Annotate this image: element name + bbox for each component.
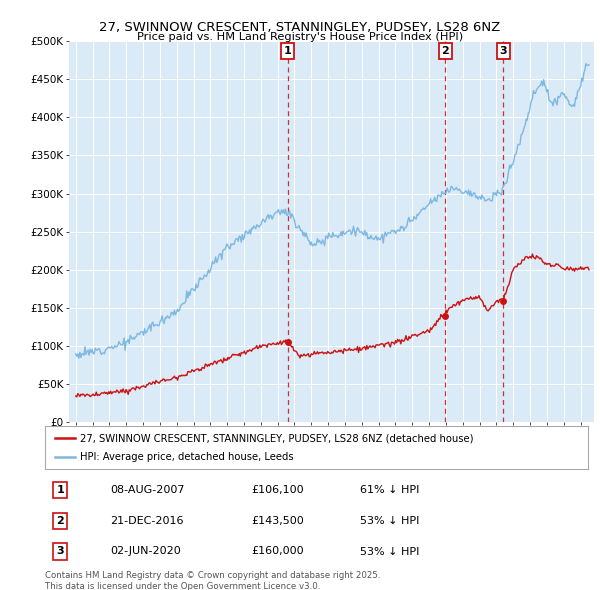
Text: 21-DEC-2016: 21-DEC-2016 [110, 516, 184, 526]
Text: 53% ↓ HPI: 53% ↓ HPI [360, 546, 419, 556]
Text: 53% ↓ HPI: 53% ↓ HPI [360, 516, 419, 526]
Text: 2: 2 [56, 516, 64, 526]
Text: 27, SWINNOW CRESCENT, STANNINGLEY, PUDSEY, LS28 6NZ: 27, SWINNOW CRESCENT, STANNINGLEY, PUDSE… [100, 21, 500, 34]
Text: 08-AUG-2007: 08-AUG-2007 [110, 485, 185, 495]
Text: 1: 1 [284, 46, 292, 56]
Text: 3: 3 [56, 546, 64, 556]
Text: 3: 3 [500, 46, 507, 56]
Text: 02-JUN-2020: 02-JUN-2020 [110, 546, 181, 556]
Text: 61% ↓ HPI: 61% ↓ HPI [360, 485, 419, 495]
Text: £160,000: £160,000 [251, 546, 304, 556]
Text: £106,100: £106,100 [251, 485, 304, 495]
Text: Price paid vs. HM Land Registry's House Price Index (HPI): Price paid vs. HM Land Registry's House … [137, 32, 463, 42]
Text: HPI: Average price, detached house, Leeds: HPI: Average price, detached house, Leed… [80, 453, 294, 463]
Text: 1: 1 [56, 485, 64, 495]
Text: £143,500: £143,500 [251, 516, 304, 526]
Text: 27, SWINNOW CRESCENT, STANNINGLEY, PUDSEY, LS28 6NZ (detached house): 27, SWINNOW CRESCENT, STANNINGLEY, PUDSE… [80, 433, 474, 443]
Text: 2: 2 [442, 46, 449, 56]
Text: Contains HM Land Registry data © Crown copyright and database right 2025.
This d: Contains HM Land Registry data © Crown c… [45, 571, 380, 590]
